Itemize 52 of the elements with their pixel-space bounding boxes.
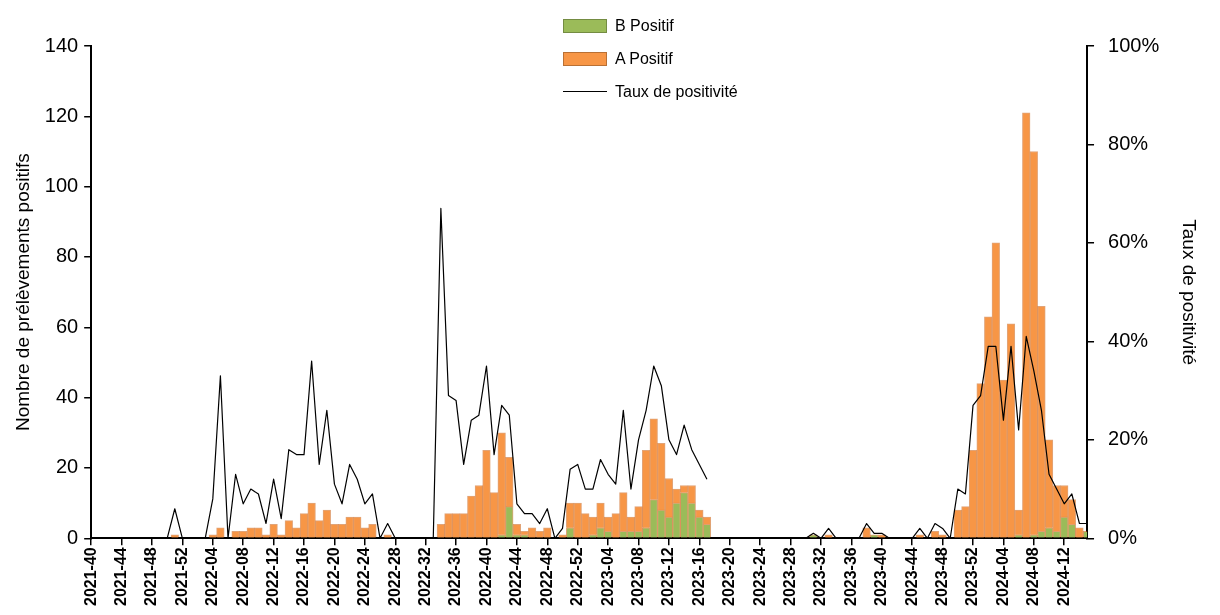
x-tick-label: 2023-16 [689,547,707,606]
x-tick-label: 2023-24 [750,547,768,606]
y2-tick-label: 80% [1108,131,1149,154]
x-tick-label: 2022-24 [355,547,373,606]
x-tick-label: 2023-20 [720,547,738,606]
y-tick-label: 60 [55,314,79,337]
y2-axis-title: Taux de positivité [1179,219,1201,366]
x-tick-label: 2021-48 [142,547,160,606]
y-tick-label: 40 [55,385,79,408]
y2-tick-label: 100% [1108,33,1160,56]
y-tick-label: 0 [67,525,79,548]
x-tick-label: 2023-36 [841,547,859,606]
x-tick-label: 2022-20 [324,547,342,606]
x-tick-label: 2024-04 [993,547,1011,606]
x-tick-label: 2021-40 [81,547,99,606]
x-tick-label: 2022-28 [385,547,403,606]
y-tick-label: 100 [44,174,79,197]
y-tick-label: 20 [55,455,79,478]
x-tick-label: 2023-40 [872,547,890,606]
y2-tick-label: 20% [1108,427,1149,450]
x-tick-label: 2021-44 [111,547,129,606]
x-tick-label: 2022-40 [476,547,494,606]
y-tick-label: 80 [55,244,79,267]
x-tick-label: 2022-48 [537,547,555,606]
x-tick-label: 2023-04 [598,547,616,606]
x-tick-label: 2023-52 [963,547,981,606]
x-tick-label: 2022-08 [233,547,251,606]
y-axis-title: Nombre de prélèvements positifs [11,153,33,432]
y2-tick-label: 0% [1108,525,1138,548]
y2-tick-label: 60% [1108,230,1149,253]
legend-label: Taux de positivité [615,82,738,101]
x-tick-label: 2024-08 [1024,547,1042,606]
x-tick-label: 2022-44 [507,547,525,606]
x-tick-label: 2023-44 [902,547,920,606]
x-tick-label: 2022-52 [568,547,586,606]
legend-label: A Positif [615,49,673,68]
x-tick-label: 2022-36 [446,547,464,606]
x-tick-label: 2022-16 [294,547,312,606]
x-tick-label: 2023-48 [933,547,951,606]
x-tick-label: 2021-52 [172,547,190,606]
x-tick-label: 2022-04 [203,547,221,606]
y-tick-label: 140 [44,33,79,56]
legend-label: B Positif [615,16,674,35]
x-tick-label: 2024-12 [1054,547,1072,606]
x-tick-label: 2022-32 [416,547,434,606]
x-tick-label: 2022-12 [264,547,282,606]
y-tick-label: 120 [44,103,79,126]
x-tick-label: 2023-08 [628,547,646,606]
x-tick-label: 2023-32 [811,547,829,606]
x-tick-label: 2023-28 [780,547,798,606]
y2-tick-label: 40% [1108,328,1149,351]
x-tick-label: 2023-12 [659,547,677,606]
